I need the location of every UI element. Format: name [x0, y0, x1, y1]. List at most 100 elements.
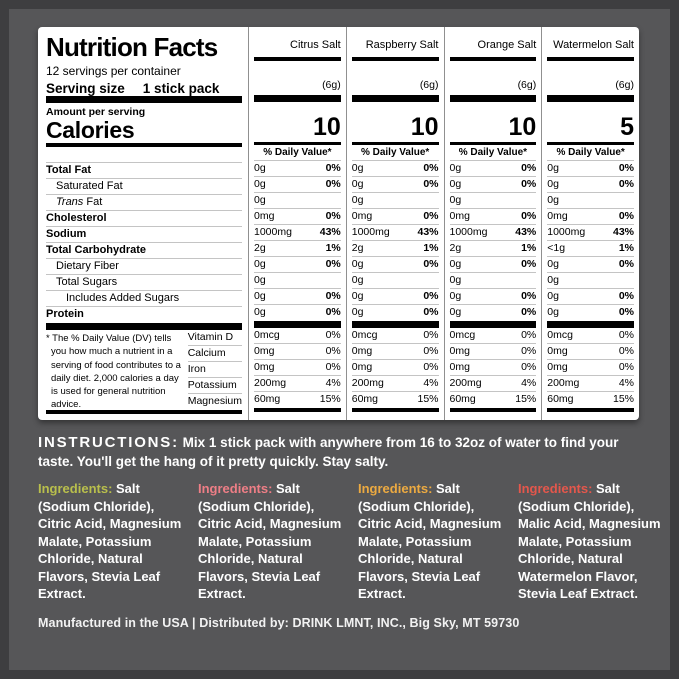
micronutrient-value-row: 200mg 4%	[449, 376, 537, 392]
micronutrient-value-row: 200mg 4%	[351, 376, 439, 392]
divider-bar	[46, 143, 242, 147]
daily-value-cell: 0%	[423, 345, 439, 357]
amount-cell: 0g	[351, 306, 364, 318]
nutrient-row-label: Total Fat	[46, 163, 242, 179]
daily-value-cell: 0%	[521, 258, 537, 270]
micronutrient-label: Magnesium	[187, 395, 242, 407]
amount-cell: 0mg	[351, 361, 373, 373]
amount-cell: 0g	[547, 290, 559, 302]
ingredients-label: Ingredients:	[38, 481, 117, 496]
divider-bar	[547, 321, 634, 328]
serving-weight: (6g)	[322, 79, 341, 91]
nutrient-value-row: 2g 1%	[351, 241, 439, 257]
flavor-name: Citrus Salt	[290, 39, 341, 51]
amount-cell: 0mg	[547, 210, 568, 222]
flavor-column: Citrus Salt (6g) 10% Daily Value* 0g 0% 0g 0% 0…	[248, 27, 346, 420]
amount-cell: 2g	[351, 242, 364, 254]
daily-value-cell: 0%	[618, 162, 634, 174]
daily-value-cell: 4%	[521, 377, 537, 389]
amount-cell: 1000mg	[254, 226, 292, 238]
calories-value: 10	[410, 113, 439, 141]
nutrient-value-row: 0g 0%	[449, 177, 537, 193]
ingredients-label: Ingredients:	[518, 481, 597, 496]
amount-cell: 200mg	[254, 377, 287, 389]
amount-cell: 60mg	[254, 393, 281, 405]
serving-weight: (6g)	[419, 79, 439, 91]
flavor-name: Orange Salt	[477, 39, 537, 51]
amount-cell: 60mg	[351, 393, 379, 405]
nutrient-row-label: Saturated Fat	[46, 179, 242, 195]
amount-cell: 0g	[547, 274, 559, 286]
amount-cell: 0mg	[351, 210, 373, 222]
micronutrient-value-row: 200mg 4%	[547, 376, 634, 392]
daily-value-header: % Daily Value*	[254, 145, 341, 161]
amount-cell: 0g	[254, 290, 266, 302]
ingredients-label: Ingredients:	[358, 481, 437, 496]
serving-size-row: Serving size 1 stick pack	[46, 78, 242, 96]
nutrient-row-label: Includes Added Sugars	[46, 291, 242, 307]
daily-value-cell: 0%	[325, 329, 341, 341]
flavor-column: Raspberry Salt (6g) 10% Daily Value* 0g 0% 0g…	[345, 27, 444, 420]
nutrient-values: 0g 0% 0g 0% 0g 0mg 0% 1000mg 43% 2g 1% 0g 0% 0g 0g 0% 0g…	[351, 161, 439, 321]
ingredients-label: Ingredients:	[198, 481, 277, 496]
amount-cell: 0g	[254, 274, 266, 286]
nutrient-value-row: 0g 0%	[547, 305, 634, 321]
micronutrient-value-row: 0mg 0%	[254, 344, 341, 360]
daily-value-cell: 15%	[417, 393, 439, 405]
amount-cell: 0g	[449, 162, 462, 174]
amount-cell: 200mg	[449, 377, 482, 389]
daily-value-cell: 0%	[618, 178, 634, 190]
nutrient-values: 0g 0% 0g 0% 0g 0mg 0% 1000mg 43% 2g 1% 0g 0% 0g 0g 0% 0g…	[254, 161, 341, 321]
micronutrient-values: 0mcg 0% 0mg 0% 0mg 0% 200mg 4% 60mg 15%	[547, 328, 634, 408]
daily-value-cell: 0%	[618, 258, 634, 270]
amount-cell: 0g	[449, 290, 462, 302]
daily-value-cell: 0%	[325, 361, 341, 373]
daily-value-cell: 0%	[618, 361, 634, 373]
micronutrient-value-row: 200mg 4%	[254, 376, 341, 392]
amount-cell: 0g	[351, 178, 364, 190]
daily-value-cell: 0%	[423, 258, 439, 270]
amount-cell: 60mg	[449, 393, 476, 405]
daily-value-cell: 0%	[521, 306, 537, 318]
ingredients-column: Ingredients: Salt (Sodium Chloride), Cit…	[38, 480, 186, 603]
ingredients-section: Ingredients: Salt (Sodium Chloride), Cit…	[38, 480, 661, 603]
micronutrient-label: Vitamin D	[187, 330, 242, 346]
servings-per-container: 12 servings per container	[46, 64, 181, 78]
ingredients-text: Salt (Sodium Chloride), Citric Acid, Mag…	[38, 481, 182, 601]
nutrient-value-row: 0g	[254, 193, 341, 209]
daily-value-cell: 0%	[423, 210, 439, 222]
daily-value-cell: 43%	[319, 226, 341, 238]
nutrient-value-row: 0g 0%	[450, 305, 537, 321]
amount-cell: 0g	[547, 306, 559, 318]
amount-cell: 0g	[351, 162, 364, 174]
nutrient-value-row: 0g 0%	[351, 161, 439, 177]
amount-cell: 2g	[449, 242, 462, 254]
amount-cell: 0g	[254, 306, 266, 318]
daily-value-cell: 0%	[423, 361, 439, 373]
divider-bar	[547, 142, 634, 145]
daily-value-cell: 0%	[618, 290, 634, 302]
micronutrient-label: Iron	[187, 362, 242, 378]
flavor-name: Raspberry Salt	[365, 39, 439, 51]
amount-cell: 0g	[547, 258, 559, 270]
divider-bar	[46, 96, 242, 103]
daily-value-cell: 0%	[423, 306, 439, 318]
flavor-name: Watermelon Salt	[553, 39, 634, 51]
amount-cell: 0mcg	[449, 329, 476, 341]
nutrient-value-row: 0g 0%	[449, 289, 537, 305]
footer-text: Manufactured in the USA | Distributed by…	[38, 615, 520, 630]
daily-value-cell: 0%	[325, 290, 341, 302]
daily-value-header: % Daily Value*	[449, 145, 537, 161]
amount-cell: 200mg	[351, 377, 384, 389]
nutrient-value-row: 0g 0%	[254, 289, 341, 305]
instructions-label: INSTRUCTIONS:	[38, 434, 179, 451]
nutrient-value-row: 0g 0%	[351, 289, 439, 305]
divider-bar	[547, 57, 634, 61]
nutrient-value-row: 0g 0%	[254, 177, 341, 193]
micronutrient-value-row: 0mcg 0%	[254, 328, 341, 344]
serving-weight: (6g)	[615, 79, 634, 91]
micronutrient-value-row: 60mg 15%	[254, 392, 341, 408]
micronutrient-value-row: 0mg 0%	[547, 360, 634, 376]
amount-cell: 200mg	[547, 377, 580, 389]
daily-value-cell: 4%	[423, 377, 439, 389]
